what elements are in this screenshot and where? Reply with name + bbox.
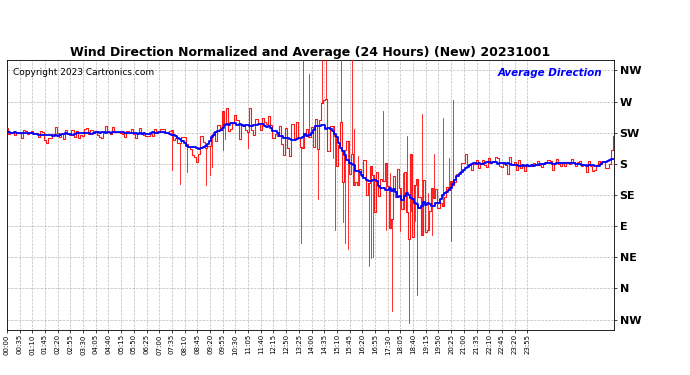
Text: Average Direction: Average Direction xyxy=(497,68,602,78)
Text: Copyright 2023 Cartronics.com: Copyright 2023 Cartronics.com xyxy=(13,68,154,77)
Title: Wind Direction Normalized and Average (24 Hours) (New) 20231001: Wind Direction Normalized and Average (2… xyxy=(70,46,551,59)
